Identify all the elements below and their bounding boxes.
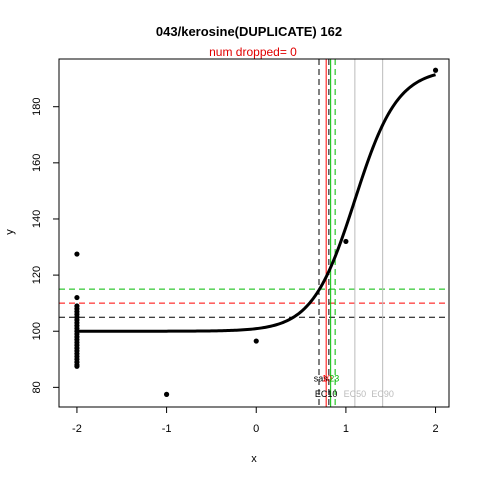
y-tick-label-3: 140 xyxy=(31,210,43,228)
annotation-3: EC10 xyxy=(315,389,338,399)
chart-title: 043/kerosine(DUPLICATE) 162 xyxy=(156,24,342,39)
data-point-28 xyxy=(432,67,439,73)
data-point-25 xyxy=(163,391,170,397)
y-tick-label-0: 80 xyxy=(31,381,43,393)
data-point-0 xyxy=(74,251,80,257)
x-tick-label-0: -2 xyxy=(72,423,82,435)
annotation-5: EC90 xyxy=(371,389,394,399)
chart-subtitle: num dropped= 0 xyxy=(209,45,297,59)
annotation-4: EC50 xyxy=(344,389,367,399)
data-point-1 xyxy=(74,294,80,301)
y-axis: 80 100 120 140 160 180 xyxy=(31,98,59,393)
annotation-0: sas xyxy=(314,374,329,384)
y-tick-label-4: 160 xyxy=(31,154,43,172)
data-point-24 xyxy=(74,363,80,369)
y-tick-label-5: 180 xyxy=(31,98,43,116)
annotation-2: 23 xyxy=(329,374,339,384)
data-point-27 xyxy=(343,238,349,245)
y-tick-label-1: 100 xyxy=(31,322,43,340)
plot-frame xyxy=(58,58,450,408)
x-tick-label-1: -1 xyxy=(162,423,172,435)
x-axis: -2 -1 0 1 2 xyxy=(72,407,439,435)
x-axis-label: x xyxy=(251,453,257,465)
data-point-26 xyxy=(253,338,259,344)
y-tick-label-2: 120 xyxy=(31,266,43,284)
x-tick-label-2: 0 xyxy=(253,423,259,435)
fitted-curve xyxy=(76,73,436,333)
x-tick-label-3: 1 xyxy=(343,423,349,435)
x-tick-label-4: 2 xyxy=(432,423,438,435)
y-axis-label: y xyxy=(4,229,16,235)
annotation-1: 10 xyxy=(322,374,332,384)
